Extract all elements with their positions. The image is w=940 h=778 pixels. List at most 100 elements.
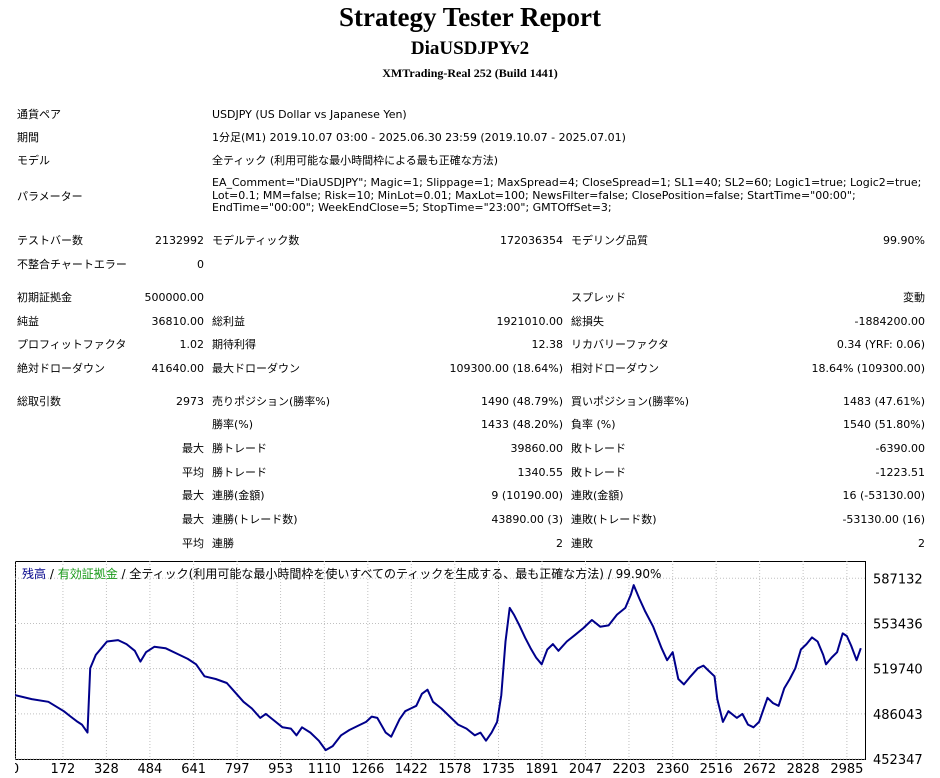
x-tick-label: 1110 <box>308 762 341 776</box>
avg-consec-loss-value: 2 <box>918 537 925 550</box>
symbol-label: 通貨ペア <box>17 108 61 121</box>
avg-label: 平均 <box>182 466 204 479</box>
quality-value: 99.90% <box>883 234 925 247</box>
period-label: 期間 <box>17 131 39 144</box>
legend-balance: 残高 <box>22 567 47 581</box>
net-value: 36810.00 <box>151 315 205 328</box>
params-label: パラメーター <box>17 190 83 203</box>
recovery-label: リカバリーファクタ <box>571 338 669 351</box>
x-tick-label: 2203 <box>612 762 645 776</box>
x-tick-label: 1891 <box>525 762 558 776</box>
avg-label-2: 平均 <box>182 537 204 550</box>
avg-win-label: 勝トレード <box>212 466 267 479</box>
max-dd-label: 最大ドローダウン <box>212 362 300 375</box>
symbol-value: USDJPY (US Dollar vs Japanese Yen) <box>212 108 407 121</box>
abs-dd-label: 絶対ドローダウン <box>17 362 105 375</box>
y-tick-label: 452347 <box>873 753 923 768</box>
max-label: 最大 <box>182 442 204 455</box>
avg-consec-loss-label: 連敗 <box>571 537 593 550</box>
spread-value: 変動 <box>903 291 925 304</box>
long-label: 買いポジション(勝率%) <box>571 395 690 408</box>
max-consec-loss-cnt-value: -53130.00 (16) <box>842 513 925 526</box>
ticks-value: 172036354 <box>500 234 563 247</box>
legend-rest: / 全ティック(利用可能な最小時間枠を使いすべてのティックを生成する、最も正確な… <box>117 567 662 581</box>
largest-loss-label: 敗トレード <box>571 442 626 455</box>
max-consec-loss-cnt-label: 連敗(トレード数) <box>571 513 657 526</box>
deposit-label: 初期証拠金 <box>17 291 72 304</box>
report-title: Strategy Tester Report <box>339 2 601 32</box>
loss-rate-value: 1540 (51.80%) <box>842 418 925 431</box>
trades-value: 2973 <box>176 395 204 408</box>
max-consec-win-cnt-label: 連勝(トレード数) <box>212 513 298 526</box>
max-dd-value: 109300.00 (18.64%) <box>449 362 563 375</box>
model-value: 全ティック (利用可能な最小時間枠による最も正確な方法) <box>212 154 499 167</box>
largest-win-label: 勝トレード <box>212 442 267 455</box>
gross-profit-value: 1921010.00 <box>496 315 563 328</box>
max-consec-loss-amt-value: 16 (-53130.00) <box>842 489 925 502</box>
bars-value: 2132992 <box>155 234 204 247</box>
quality-label: モデリング品質 <box>571 234 648 247</box>
chart-legend: 残高 / 有効証拠金 / 全ティック(利用可能な最小時間枠を使いすべてのティック… <box>22 565 661 582</box>
net-label: 純益 <box>17 315 39 328</box>
x-tick-label: 953 <box>268 762 293 776</box>
x-tick-label: 2672 <box>743 762 776 776</box>
max-consec-loss-amt-label: 連敗(金額) <box>571 489 624 502</box>
trades-label: 総取引数 <box>17 395 61 408</box>
avg-loss-value: -1223.51 <box>875 466 925 479</box>
long-value: 1483 (47.61%) <box>842 395 925 408</box>
x-tick-label: 2516 <box>700 762 733 776</box>
deposit-value: 500000.00 <box>144 291 205 304</box>
recovery-value: 0.34 (YRF: 0.06) <box>836 338 925 351</box>
rel-dd-label: 相対ドローダウン <box>571 362 659 375</box>
ticks-label: モデルティック数 <box>212 234 300 247</box>
win-rate-label: 勝率(%) <box>212 418 254 431</box>
server-info: XMTrading-Real 252 (Build 1441) <box>382 66 558 80</box>
x-tick-label: 2360 <box>656 762 689 776</box>
y-tick-label: 486043 <box>873 708 923 723</box>
x-tick-label: 797 <box>225 762 250 776</box>
x-tick-label: 0 <box>15 762 19 776</box>
avg-loss-label: 敗トレード <box>571 466 626 479</box>
expected-value: 12.38 <box>531 338 564 351</box>
avg-win-value: 1340.55 <box>517 466 564 479</box>
avg-consec-win-value: 2 <box>556 537 563 550</box>
x-tick-label: 2047 <box>569 762 602 776</box>
pf-value: 1.02 <box>179 338 205 351</box>
x-tick-label: 172 <box>51 762 76 776</box>
period-value: 1分足(M1) 2019.10.07 03:00 - 2025.06.30 23… <box>212 131 626 144</box>
mismatch-value: 0 <box>197 258 204 271</box>
rel-dd-value: 18.64% (109300.00) <box>811 362 925 375</box>
loss-rate-label: 負率 (%) <box>571 418 616 431</box>
largest-win-value: 39860.00 <box>510 442 564 455</box>
short-label: 売りポジション(勝率%) <box>212 395 331 408</box>
x-tick-label: 328 <box>94 762 119 776</box>
x-tick-label: 1735 <box>482 762 515 776</box>
model-label: モデル <box>17 154 50 167</box>
mismatch-label: 不整合チャートエラー <box>17 258 127 271</box>
bars-label: テストバー数 <box>17 234 83 247</box>
short-value: 1490 (48.79%) <box>480 395 563 408</box>
legend-sep: / <box>46 567 58 581</box>
plot-frame <box>15 561 866 760</box>
largest-loss-value: -6390.00 <box>875 442 925 455</box>
gross-loss-value: -1884200.00 <box>854 315 925 328</box>
params-value: EA_Comment="DiaUSDJPY"; Magic=1; Slippag… <box>212 176 922 214</box>
expected-label: 期待利得 <box>212 338 256 351</box>
balance-chart: 452347 486043 519740 553436 587132 0 172 328 484… <box>15 561 923 776</box>
max-consec-win-amt-label: 連勝(金額) <box>212 489 265 502</box>
x-tick-label: 2985 <box>830 762 863 776</box>
legend-equity: 有効証拠金 <box>57 567 118 581</box>
abs-dd-value: 41640.00 <box>151 362 205 375</box>
spread-label: スプレッド <box>571 291 626 304</box>
y-tick-label: 587132 <box>873 572 923 587</box>
x-tick-label: 1578 <box>438 762 471 776</box>
y-tick-label: 519740 <box>873 663 923 678</box>
pf-label: プロフィットファクタ <box>17 338 127 351</box>
x-tick-label: 1266 <box>351 762 384 776</box>
x-tick-label: 641 <box>181 762 206 776</box>
balance-line <box>15 584 862 752</box>
expert-name: DiaUSDJPYv2 <box>410 38 530 59</box>
max-consec-win-amt-value: 9 (10190.00) <box>491 489 563 502</box>
max-label-2: 最大 <box>182 489 204 502</box>
gross-loss-label: 総損失 <box>571 315 604 328</box>
